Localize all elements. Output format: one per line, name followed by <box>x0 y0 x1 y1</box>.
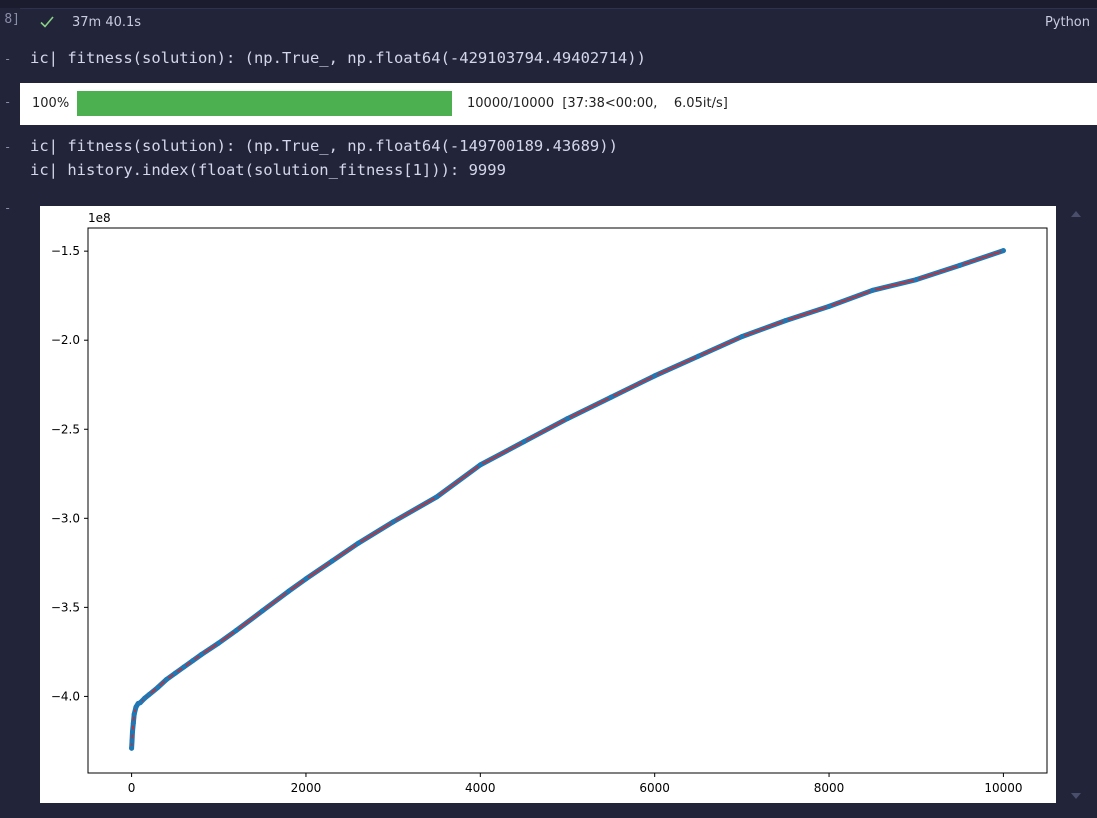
y-tick-label: −1.5 <box>51 244 80 258</box>
data-point <box>329 558 335 564</box>
data-point <box>129 738 135 744</box>
output-toggle-mark[interactable]: - <box>4 201 12 215</box>
data-point <box>957 262 963 268</box>
x-tick-label: 4000 <box>465 781 496 795</box>
data-point <box>355 540 361 546</box>
data-point <box>129 729 135 735</box>
data-point <box>198 652 204 658</box>
data-point <box>695 353 701 359</box>
progress-bar-fill <box>77 91 452 116</box>
output-toggle-mark[interactable]: - <box>4 52 12 66</box>
x-tick-label: 0 <box>128 781 136 795</box>
output-toggle-mark[interactable]: - <box>4 140 12 154</box>
scroll-down-arrow-icon[interactable] <box>1071 793 1081 799</box>
data-point <box>190 658 196 664</box>
y-tick-label: −3.0 <box>51 511 80 525</box>
data-point <box>130 720 136 726</box>
output-text-line: ic| history.index(float(solution_fitness… <box>30 161 506 179</box>
data-point <box>652 373 658 379</box>
progress-bar <box>77 91 452 116</box>
execution-count: 8] <box>4 12 20 27</box>
data-point <box>131 711 137 717</box>
series-markers <box>129 248 1006 751</box>
execution-duration: 37m 40.1s <box>72 15 142 30</box>
data-point <box>181 664 187 670</box>
data-point <box>172 670 178 676</box>
data-point <box>521 439 527 445</box>
progress-percent: 100% <box>32 96 70 111</box>
y-tick-label: −3.5 <box>51 600 80 614</box>
output-text-line: ic| fitness(solution): (np.True_, np.flo… <box>30 137 618 155</box>
data-point <box>146 692 152 698</box>
data-point <box>233 628 239 634</box>
plot-output: 0 2000 4000 6000 8000 10000 −4.0 −3.5 −3.0 −2.5 −2… <box>40 206 1056 803</box>
data-point <box>565 416 570 422</box>
data-point <box>870 287 876 293</box>
data-point <box>390 519 396 525</box>
data-point <box>155 685 161 691</box>
y-tick-label: −2.5 <box>51 422 80 436</box>
y-offset-label: 1e8 <box>88 211 111 225</box>
data-point <box>782 318 788 324</box>
check-icon <box>40 16 54 28</box>
data-point <box>142 695 148 701</box>
cell-status-bar: 37m 40.1s Python <box>20 8 1097 36</box>
data-point <box>739 334 745 340</box>
output-text-line: ic| fitness(solution): (np.True_, np.flo… <box>30 49 646 67</box>
x-tick-label: 2000 <box>291 781 322 795</box>
y-tick-label: −2.0 <box>51 333 80 347</box>
data-point <box>477 462 483 468</box>
progress-output: 100% 10000/10000 [37:38<00:00, 6.05it/s] <box>20 83 1097 125</box>
output-toggle-mark[interactable]: - <box>4 95 12 109</box>
plot-frame <box>87 227 1048 774</box>
data-point <box>163 676 169 682</box>
data-point <box>216 640 222 646</box>
data-point <box>286 588 292 594</box>
data-point <box>129 745 135 751</box>
kernel-language[interactable]: Python <box>1044 15 1090 30</box>
y-tick-label: −4.0 <box>51 689 80 703</box>
x-tick-label: 10000 <box>984 781 1022 795</box>
top-strip <box>0 0 1097 8</box>
progress-stats: 10000/10000 [37:38<00:00, 6.05it/s] <box>467 96 728 111</box>
x-tick-label: 6000 <box>639 781 670 795</box>
data-point <box>259 608 265 614</box>
data-point <box>434 494 440 500</box>
line-chart: 0 2000 4000 6000 8000 10000 −4.0 −3.5 −3.0 −2.5 −2… <box>51 211 1048 795</box>
data-point <box>913 277 919 283</box>
data-point <box>137 700 143 706</box>
scroll-up-arrow-icon[interactable] <box>1071 211 1081 217</box>
x-tick-label: 8000 <box>814 781 845 795</box>
data-point <box>303 576 309 582</box>
series-line <box>130 249 1004 749</box>
data-point <box>1000 248 1006 254</box>
data-point <box>826 303 832 309</box>
data-point <box>608 394 614 400</box>
